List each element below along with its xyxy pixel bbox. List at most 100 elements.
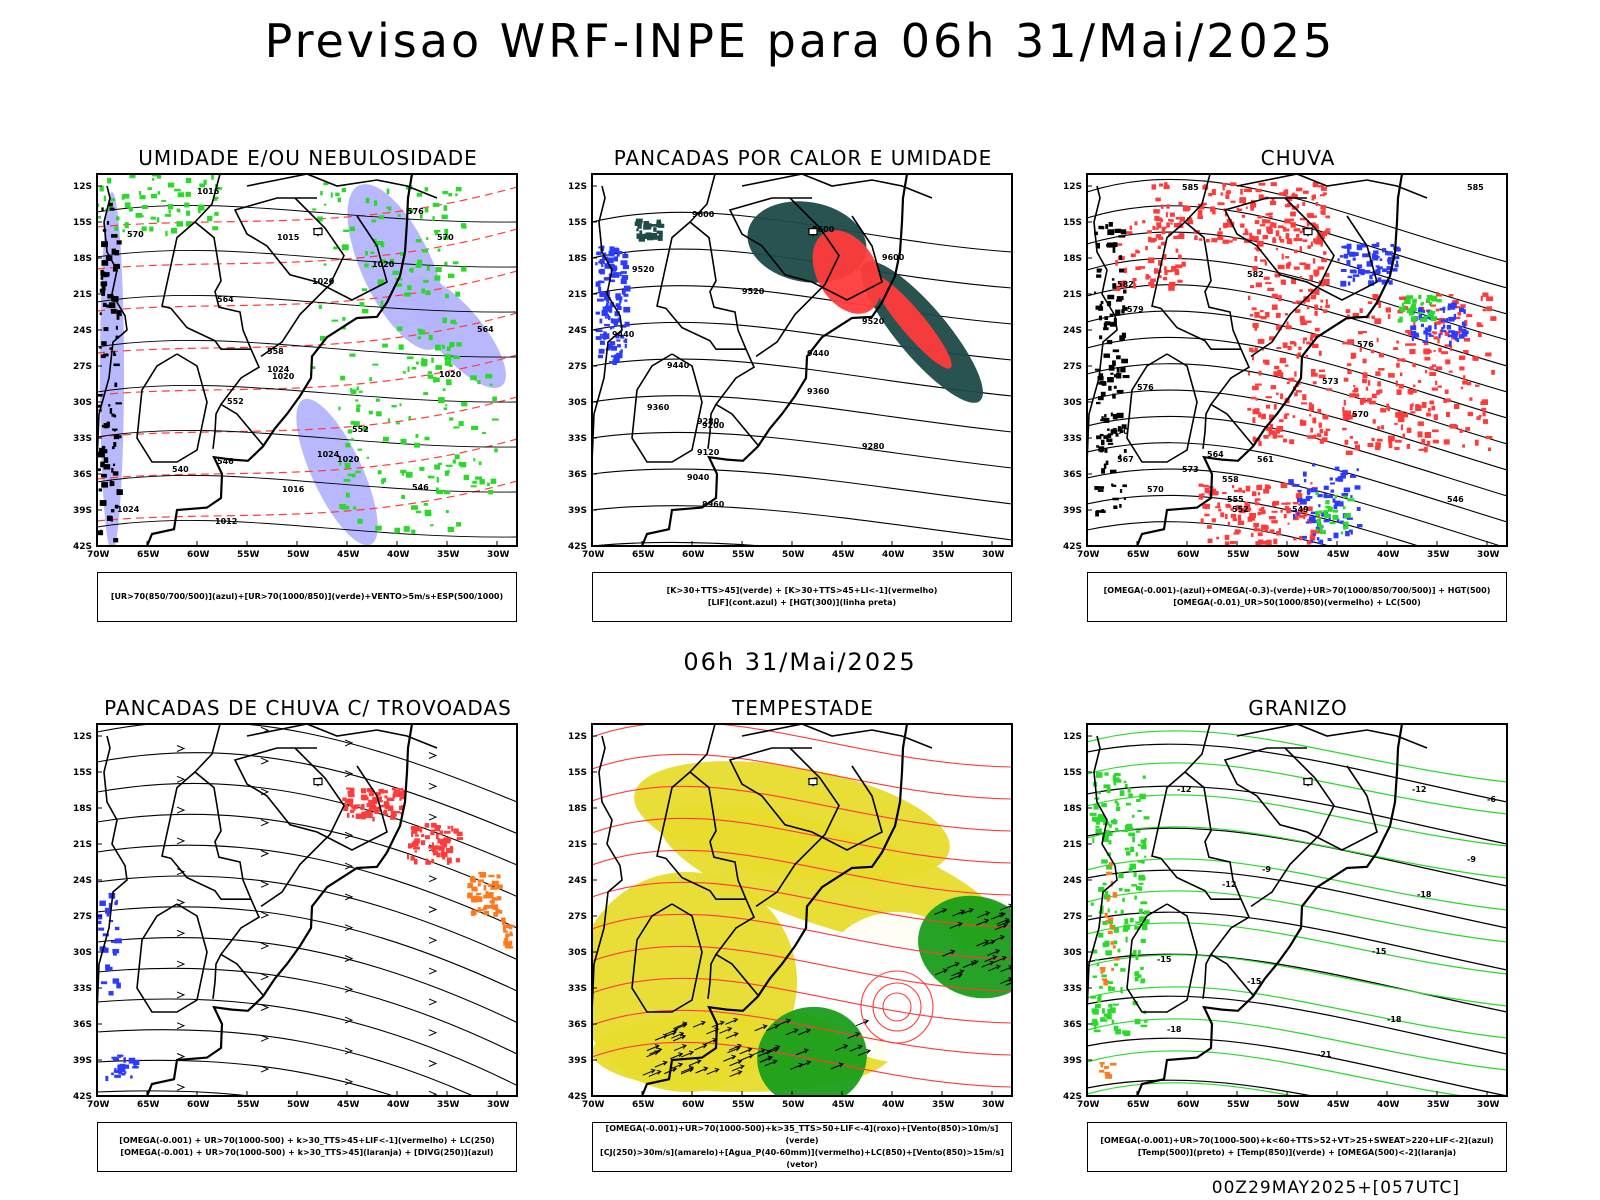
speckle: [1165, 212, 1168, 218]
speckle: [1234, 529, 1241, 533]
speckle: [1435, 380, 1438, 386]
speckle: [1134, 971, 1140, 977]
speckle: [1107, 919, 1113, 924]
contour-label: 1020: [312, 277, 335, 286]
speckle: [1132, 1000, 1139, 1006]
lat-tick-label: 39S: [568, 1056, 587, 1066]
speckle: [1313, 238, 1317, 243]
speckle: [424, 823, 430, 828]
lon-tick-label: 70W: [582, 550, 605, 560]
speckle: [1282, 342, 1288, 349]
lon-tick-label: 50W: [287, 1100, 310, 1110]
contour-line: [1087, 521, 1332, 546]
speckle: [1314, 310, 1318, 316]
political-border: [707, 404, 717, 449]
lat-tick-label: 18S: [568, 254, 587, 264]
contour-label: 1024: [317, 450, 340, 459]
speckle: [1310, 333, 1318, 338]
speckle: [1094, 368, 1101, 371]
speckle: [1159, 183, 1164, 187]
speckle: [598, 260, 602, 264]
speckle: [1415, 405, 1422, 411]
speckle: [1111, 1019, 1115, 1025]
speckle: [444, 470, 449, 476]
speckle: [1294, 392, 1298, 397]
speckle: [1108, 985, 1112, 992]
speckle: [1104, 940, 1110, 947]
speckle: [489, 895, 492, 899]
map-plot: -15-12 -12-9-6-18-15-15-21-18-12-9-18: [1087, 724, 1507, 1096]
speckle: [350, 421, 356, 425]
temp850-contours: [1087, 730, 1507, 1096]
speckle: [1100, 300, 1104, 305]
lat-tick-label: 21S: [73, 290, 92, 300]
speckle: [1431, 316, 1437, 321]
political-border: [1183, 174, 1255, 447]
speckle: [1342, 416, 1350, 421]
speckle: [1306, 341, 1311, 345]
speckle: [1343, 514, 1348, 519]
speckle: [1114, 374, 1117, 378]
streamline-arrow: [344, 893, 354, 901]
speckle: [1306, 489, 1311, 494]
speckle: [1104, 912, 1108, 918]
temp850-andes: [1089, 772, 1150, 1036]
speckle: [347, 790, 352, 795]
speckle: [636, 233, 641, 239]
speckle: [404, 292, 411, 297]
wind-vector: [649, 1047, 663, 1055]
speckle: [1268, 430, 1276, 435]
speckle: [432, 216, 435, 222]
lon-tick-label: 30W: [982, 1100, 1005, 1110]
speckle: [1445, 318, 1449, 323]
speckle: [436, 476, 439, 483]
speckle: [1467, 381, 1472, 386]
speckle: [1369, 274, 1373, 280]
speckle: [1122, 830, 1128, 833]
speckle: [113, 434, 120, 440]
speckle: [115, 325, 118, 330]
speckle: [1108, 981, 1113, 984]
speckle: [112, 978, 120, 984]
speckle: [1100, 226, 1105, 230]
speckle: [599, 318, 603, 324]
speckle: [115, 335, 119, 339]
streamline-arrow: [344, 924, 354, 932]
speckle: [1104, 316, 1108, 320]
wind-vector: [731, 1064, 745, 1072]
contour-label: -12: [1177, 785, 1191, 794]
speckle: [1096, 269, 1102, 273]
speckle: [1428, 334, 1434, 337]
speckle: [619, 353, 623, 359]
contour-line: [1087, 205, 1507, 289]
speckle: [1310, 487, 1318, 493]
political-border: [1223, 747, 1378, 851]
speckle: [1432, 429, 1439, 433]
speckle: [1318, 280, 1325, 287]
speckle: [97, 920, 102, 925]
speckle: [1284, 364, 1289, 367]
speckle: [394, 527, 401, 534]
speckle: [341, 188, 346, 193]
lat-tick-label: 15S: [568, 768, 587, 778]
speckle: [1243, 506, 1251, 512]
speckle: [1122, 375, 1130, 379]
speckle: [1254, 247, 1260, 250]
speckle: [1304, 511, 1308, 517]
speckle: [1374, 446, 1381, 451]
lon-tick-label: 45W: [1327, 1100, 1350, 1110]
speckle: [1300, 507, 1305, 513]
speckle: [1251, 354, 1254, 361]
speckle: [1350, 354, 1355, 359]
contour-line: [1087, 1050, 1467, 1096]
streamline: [97, 967, 517, 1055]
speckle: [446, 346, 451, 352]
speckle: [1312, 194, 1316, 199]
political-border: [193, 724, 265, 997]
lon-tick-label: 45W: [337, 1100, 360, 1110]
speckle: [1121, 309, 1125, 314]
speckle: [1119, 790, 1125, 796]
speckle: [1096, 435, 1102, 440]
map-frame: 12S 15S 18S 21S 24S 27S 30S 33S 36S 39S 42S 70W 65W 6…: [73, 722, 519, 1112]
speckle: [115, 216, 120, 221]
